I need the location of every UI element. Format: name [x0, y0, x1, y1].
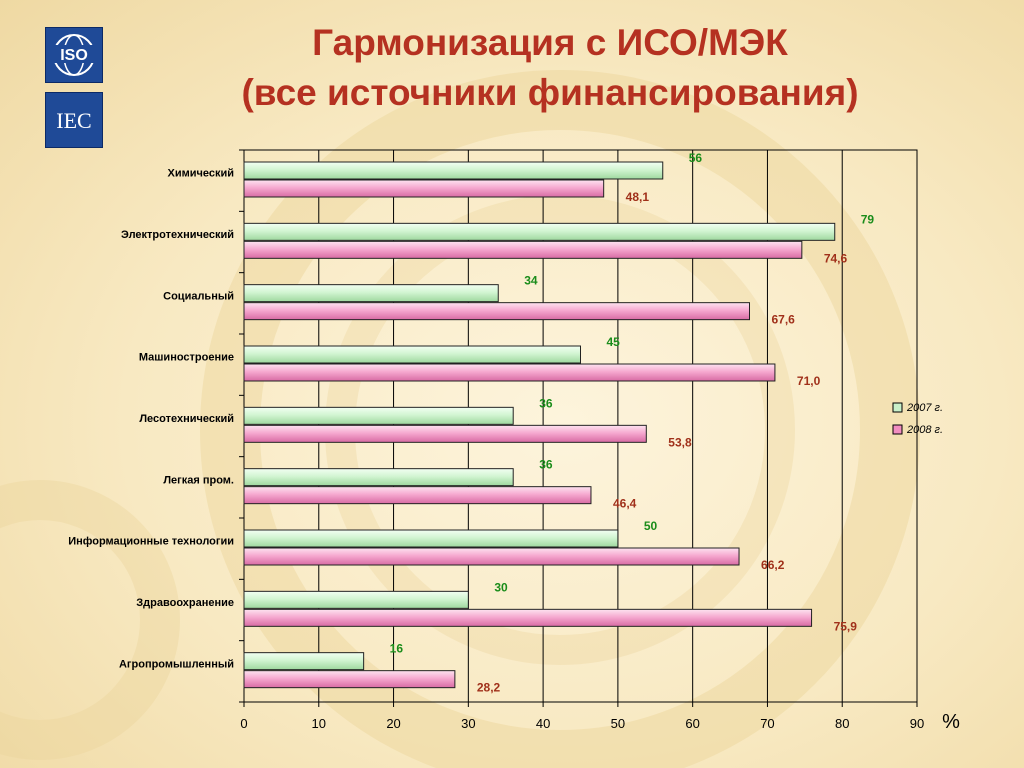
x-tick-label: 20 [386, 716, 400, 731]
data-label-2008: 67,6 [771, 313, 795, 327]
bar-2007 [243, 529, 619, 548]
iso-logo: ISO [45, 27, 103, 83]
data-label-2008: 48,1 [626, 190, 650, 204]
x-tick-label: 40 [536, 716, 550, 731]
legend-label: 2007 г. [906, 402, 943, 414]
category-label: Лесотехнический [139, 413, 234, 425]
data-label-2007: 36 [539, 396, 553, 410]
title-line-1: Гармонизация с ИСО/МЭК [312, 22, 788, 63]
data-label-2007: 34 [524, 274, 538, 288]
category-label: Легкая пром. [163, 474, 234, 486]
bar-2008 [243, 240, 803, 259]
bar-2007 [243, 468, 514, 487]
x-tick-label: 30 [461, 716, 475, 731]
x-tick-label: 90 [910, 716, 924, 731]
data-label-2008: 28,2 [477, 681, 501, 695]
data-label-2008: 71,0 [797, 374, 821, 388]
category-label: Здравоохранение [136, 597, 234, 609]
category-label: Социальный [163, 290, 234, 302]
category-label: Электротехнический [121, 229, 234, 241]
x-tick-label: 0 [240, 716, 247, 731]
bar-2008 [243, 670, 456, 689]
legend-swatch [892, 424, 903, 435]
slide-title: Гармонизация с ИСО/МЭК (все источники фи… [130, 18, 970, 118]
data-label-2007: 56 [689, 151, 703, 165]
bar-2008 [243, 486, 592, 505]
data-label-2007: 45 [607, 335, 621, 349]
bar-2008 [243, 302, 750, 321]
data-label-2008: 75,9 [834, 619, 858, 633]
x-tick-label: 60 [685, 716, 699, 731]
bar-2007 [243, 406, 514, 425]
title-line-2: (все источники финансирования) [241, 72, 859, 113]
bar-2008 [243, 363, 776, 382]
x-tick-label: 10 [312, 716, 326, 731]
data-label-2008: 53,8 [668, 435, 692, 449]
data-label-2007: 30 [494, 580, 508, 594]
iec-logo: IEC [45, 92, 103, 148]
data-label-2007: 79 [861, 212, 875, 226]
category-label: Машиностроение [139, 352, 234, 364]
category-label: Агропромышленный [119, 658, 234, 670]
data-label-2008: 46,4 [613, 497, 637, 511]
iec-logo-text: IEC [56, 108, 91, 133]
iso-logo-text: ISO [60, 47, 88, 64]
data-label-2008: 74,6 [824, 251, 848, 265]
x-unit-label: % [942, 711, 960, 733]
category-label: Информационные технологии [68, 536, 234, 548]
category-label: Химический [167, 168, 234, 180]
bar-2007 [243, 222, 836, 241]
legend-swatch [892, 402, 903, 413]
bar-2007 [243, 652, 365, 671]
bar-2007 [243, 161, 664, 180]
bar-2008 [243, 547, 740, 566]
x-tick-label: 70 [760, 716, 774, 731]
bar-2007 [243, 284, 499, 303]
data-label-2008: 66,2 [761, 558, 785, 572]
bar-2007 [243, 590, 469, 609]
data-label-2007: 50 [644, 519, 658, 533]
legend-label: 2008 г. [906, 424, 943, 436]
bar-2008 [243, 179, 605, 198]
x-tick-label: 50 [611, 716, 625, 731]
bar-2008 [243, 424, 647, 443]
bar-2008 [243, 608, 813, 627]
data-label-2007: 16 [390, 642, 404, 656]
data-label-2007: 36 [539, 458, 553, 472]
bar-2007 [243, 345, 581, 364]
x-tick-label: 80 [835, 716, 849, 731]
